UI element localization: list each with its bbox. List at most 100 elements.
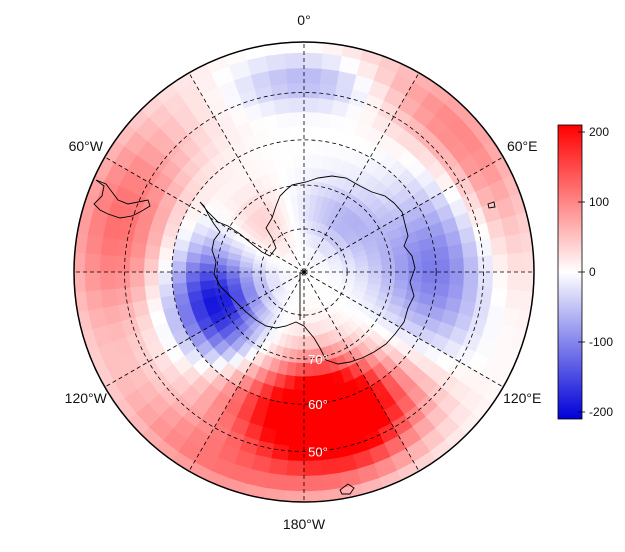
- field-cell: [519, 230, 534, 254]
- field-cell: [265, 472, 287, 492]
- field-cell: [115, 238, 133, 258]
- field-cell: [355, 266, 370, 273]
- field-cell: [394, 262, 410, 273]
- field-cell: [129, 285, 147, 303]
- field-cell: [420, 248, 436, 263]
- field-cell: [435, 258, 451, 273]
- field-cell: [318, 83, 338, 101]
- field-cell: [303, 125, 318, 141]
- field-cell: [74, 251, 86, 273]
- field-cell: [475, 286, 493, 306]
- field-cell: [158, 283, 175, 298]
- field-cell: [303, 153, 315, 168]
- field-cell: [273, 97, 291, 115]
- field-cell: [84, 271, 101, 292]
- field-cell: [381, 263, 396, 273]
- field-cell: [461, 285, 479, 303]
- field-cell: [268, 68, 288, 86]
- field-cell: [185, 280, 202, 293]
- field-cell: [268, 458, 288, 476]
- colorbar-tick-label: 0: [589, 265, 596, 279]
- field-cell: [463, 271, 479, 288]
- field-cell: [435, 271, 451, 286]
- meridian-line: [104, 156, 305, 273]
- field-cell: [303, 111, 319, 127]
- field-cell: [287, 82, 305, 99]
- field-cell: [288, 431, 305, 447]
- field-cell: [292, 139, 305, 155]
- field-cell: [262, 487, 286, 502]
- field-cell: [238, 271, 253, 278]
- field-cell: [284, 475, 305, 492]
- field-cell: [303, 166, 314, 182]
- longitude-label: 60°W: [69, 138, 104, 154]
- field-cell: [293, 153, 305, 168]
- new-zealand-coastline: [339, 483, 355, 495]
- meridian-line: [303, 271, 504, 388]
- field-cell: [320, 458, 340, 476]
- field-cell: [172, 281, 188, 296]
- field-cell: [285, 67, 305, 84]
- field-cell: [287, 445, 305, 462]
- field-cell: [157, 258, 173, 273]
- field-cell: [262, 42, 286, 57]
- field-cell: [284, 52, 305, 69]
- field-cell: [278, 126, 293, 143]
- colorbar-tick-label: -200: [589, 405, 613, 419]
- field-cell: [504, 289, 524, 311]
- field-cell: [507, 271, 524, 292]
- field-cell: [171, 271, 187, 284]
- meridian-line: [303, 156, 504, 273]
- field-cell: [114, 271, 131, 289]
- field-cell: [283, 42, 305, 54]
- field-cell: [368, 264, 383, 273]
- latitude-labels: 70° 60° 50°: [308, 352, 328, 460]
- field-cell: [84, 289, 104, 311]
- field-cell: [265, 52, 287, 72]
- field-cell: [185, 261, 200, 273]
- field-cell: [129, 271, 145, 288]
- field-cell: [294, 166, 305, 182]
- map-boundary: [73, 41, 535, 503]
- field-cell: [303, 323, 310, 338]
- field-cell: [115, 286, 133, 306]
- field-cell: [289, 417, 305, 433]
- field-cell: [303, 460, 323, 477]
- field-cell: [303, 475, 324, 492]
- field-cell: [143, 271, 159, 287]
- field-cell: [475, 238, 493, 258]
- field-cell: [299, 219, 305, 234]
- antarctica-coastline: [199, 175, 416, 365]
- field-cell: [303, 417, 319, 433]
- field-cell: [421, 271, 437, 284]
- field-cell: [303, 97, 320, 113]
- field-cell: [303, 67, 323, 84]
- field-cell: [198, 262, 214, 273]
- field-cell: [394, 271, 410, 282]
- field-cell: [289, 111, 305, 127]
- colorbar-tick-label: 100: [589, 195, 609, 209]
- field-cell: [316, 415, 333, 432]
- field-cell: [490, 236, 508, 256]
- field-cell: [317, 97, 335, 115]
- field-cell: [507, 252, 524, 273]
- field-cell: [477, 271, 494, 289]
- coastlines: [93, 175, 496, 495]
- field-cell: [293, 376, 305, 391]
- field-cell: [504, 233, 524, 255]
- meridian-line: [188, 271, 305, 472]
- field-cell: [74, 290, 89, 314]
- field-cell: [303, 82, 321, 99]
- graticule: [74, 42, 534, 502]
- field-cell: [408, 261, 423, 273]
- field-cell: [100, 236, 118, 256]
- field-cell: [433, 246, 450, 261]
- field-cell: [129, 256, 145, 273]
- latitude-label: 50°: [308, 445, 328, 460]
- field-cell: [298, 206, 305, 221]
- field-cell: [447, 243, 464, 260]
- longitude-label: 180°W: [283, 516, 326, 532]
- field-cell: [461, 241, 479, 259]
- field-cell: [251, 271, 266, 277]
